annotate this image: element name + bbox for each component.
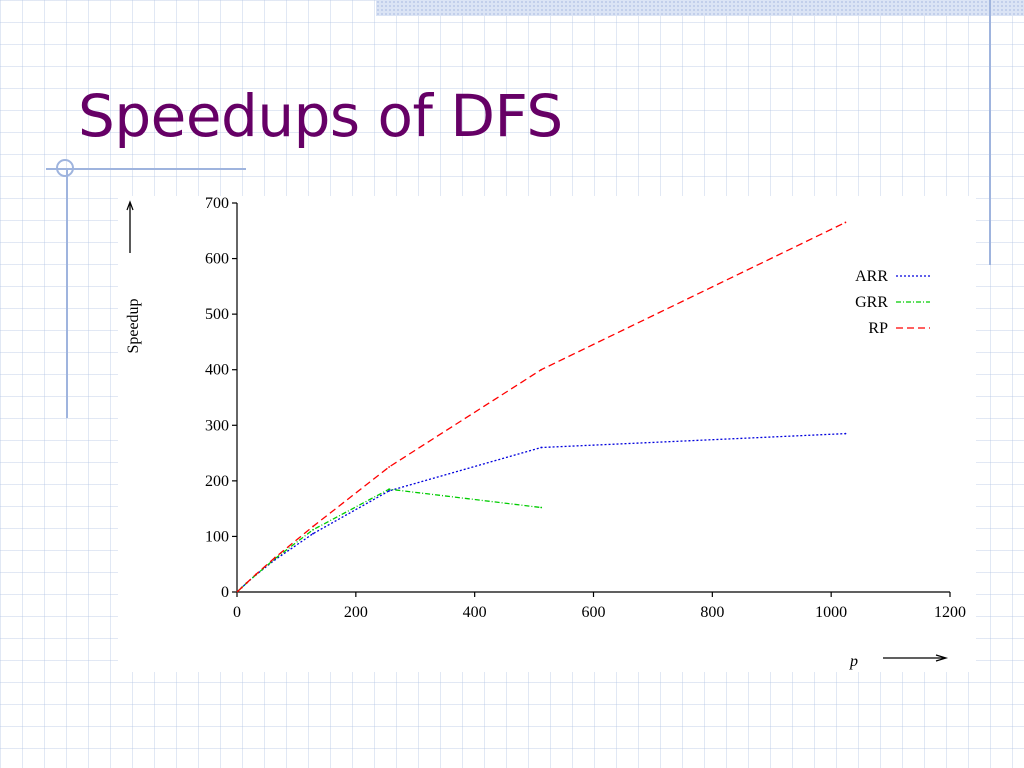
series-point-arr bbox=[844, 432, 847, 435]
slide-title: Speedups of DFS bbox=[78, 82, 563, 150]
series-point-grr bbox=[312, 528, 314, 531]
y-tick-label: 0 bbox=[221, 584, 229, 601]
y-tick-label: 600 bbox=[205, 251, 229, 268]
series-line-grr bbox=[237, 488, 542, 592]
title-underline-rule bbox=[46, 168, 246, 170]
x-axis-label: p bbox=[849, 653, 858, 670]
series-point-arr bbox=[540, 446, 543, 449]
speedup-chart: 0 100 200 300 400 500 600 700 0 200 400 600 800 1000 1… bbox=[125, 196, 966, 670]
chart-series bbox=[236, 221, 847, 593]
chart-legend: ARR GRR RP bbox=[855, 268, 930, 337]
series-point-grr bbox=[540, 506, 543, 509]
legend-label-arr: ARR bbox=[855, 268, 888, 285]
series-point-arr bbox=[312, 532, 314, 535]
x-tick-label: 600 bbox=[582, 604, 606, 621]
y-axis-label: Speedup bbox=[125, 298, 142, 353]
series-point-rp bbox=[274, 556, 276, 559]
x-tick-label: 1000 bbox=[815, 604, 847, 621]
series-point-rp bbox=[388, 466, 391, 468]
series-point-rp bbox=[255, 573, 257, 576]
series-line-rp bbox=[237, 221, 846, 592]
series-point-rp bbox=[844, 221, 847, 224]
series-point-rp bbox=[240, 586, 243, 589]
series-point-rp bbox=[236, 590, 239, 593]
series-point-rp bbox=[540, 368, 543, 371]
series-rp bbox=[236, 221, 847, 593]
x-tick-label: 0 bbox=[233, 604, 241, 621]
series-line-arr bbox=[237, 432, 846, 592]
chart-axes: 0 100 200 300 400 500 600 700 0 200 400 600 800 1000 1… bbox=[205, 196, 966, 621]
x-tick-label: 400 bbox=[463, 604, 487, 621]
series-point-grr bbox=[388, 488, 391, 491]
y-tick-label: 400 bbox=[205, 362, 229, 379]
series-point-rp bbox=[245, 582, 248, 585]
x-tick-label: 200 bbox=[344, 604, 368, 621]
title-circle-ornament bbox=[56, 159, 74, 177]
y-axis-arrow bbox=[126, 200, 134, 253]
series-grr bbox=[236, 488, 543, 593]
top-decorative-band bbox=[376, 0, 1024, 16]
x-tick-label: 800 bbox=[700, 604, 724, 621]
y-tick-label: 700 bbox=[205, 196, 229, 212]
legend-label-grr: GRR bbox=[855, 294, 888, 311]
x-tick-label: 1200 bbox=[934, 604, 966, 621]
x-axis-arrow bbox=[883, 654, 949, 662]
series-arr bbox=[236, 432, 847, 593]
y-tick-label: 500 bbox=[205, 306, 229, 323]
chart-panel: 0 100 200 300 400 500 600 700 0 200 400 600 800 1000 1… bbox=[118, 196, 976, 672]
y-tick-label: 300 bbox=[205, 417, 229, 434]
series-point-arr bbox=[388, 489, 391, 492]
series-point-rp bbox=[312, 525, 314, 528]
right-decorative-rule bbox=[989, 0, 991, 265]
y-tick-label: 100 bbox=[205, 528, 229, 545]
left-decorative-rule bbox=[66, 170, 68, 418]
y-tick-label: 200 bbox=[205, 473, 229, 490]
legend-label-rp: RP bbox=[868, 320, 888, 337]
